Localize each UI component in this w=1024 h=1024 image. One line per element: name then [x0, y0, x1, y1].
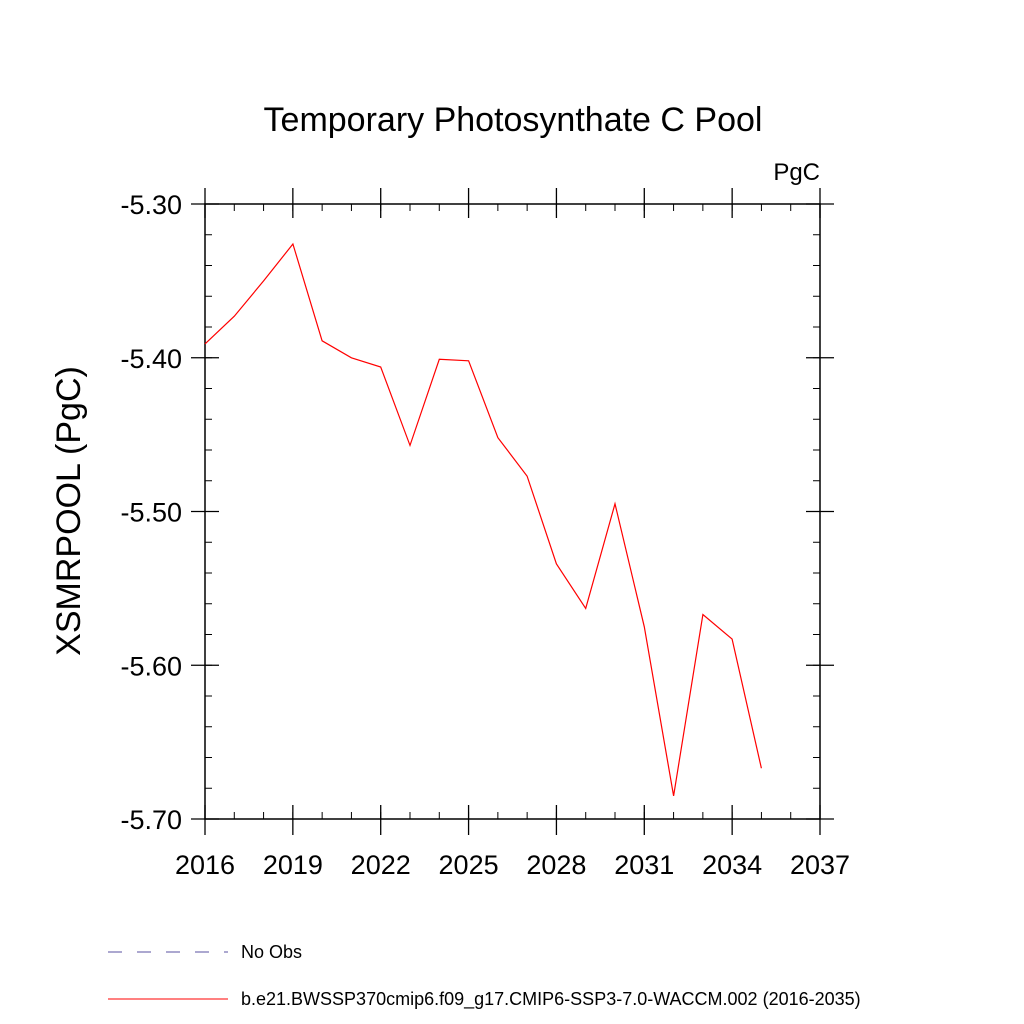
y-tick-label: -5.40 [120, 344, 182, 374]
plot-frame [204, 203, 821, 820]
x-tick-label: 2025 [439, 850, 499, 880]
y-tick-label: -5.70 [120, 805, 182, 835]
axis-tick-labels: 2016 2019 2022 2025 2028 2031 2034 2037 -5.70 -5.… [120, 190, 850, 880]
x-tick-label: 2016 [175, 850, 235, 880]
x-tick-label: 2031 [614, 850, 674, 880]
axis-ticks [191, 188, 834, 835]
y-tick-label: -5.50 [120, 498, 182, 528]
series-group [204, 242, 762, 797]
y-axis-label: XSMRPOOL (PgC) [50, 366, 88, 656]
y-tick-label: -5.60 [120, 651, 182, 681]
x-tick-label: 2037 [790, 850, 850, 880]
x-tick-label: 2022 [351, 850, 411, 880]
y-tick-label: -5.30 [120, 190, 182, 220]
x-tick-label: 2028 [526, 850, 586, 880]
x-tick-label: 2034 [702, 850, 762, 880]
legend-label: No Obs [241, 942, 302, 962]
chart-title: Temporary Photosynthate C Pool [264, 101, 763, 139]
units-label: PgC [773, 159, 820, 186]
legend-label: b.e21.BWSSP370cmip6.f09_g17.CMIP6-SSP3-7… [241, 989, 861, 1010]
x-tick-label: 2019 [263, 850, 323, 880]
series-line [204, 242, 762, 797]
legend: No Obs b.e21.BWSSP370cmip6.f09_g17.CMIP6-… [108, 942, 861, 1010]
